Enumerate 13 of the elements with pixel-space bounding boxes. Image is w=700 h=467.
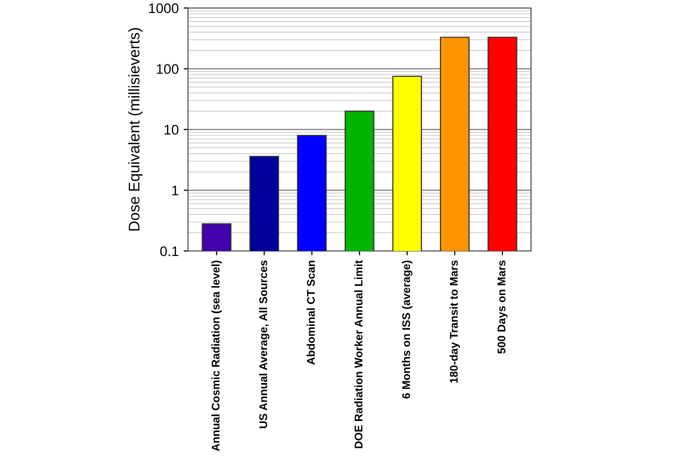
y-tick-label: 10	[164, 124, 178, 135]
x-tick-label: Abdominal CT Scan	[306, 260, 315, 365]
x-tick-label: 6 Months on ISS (average)	[402, 260, 412, 399]
x-tick-label: DOE Radiation Worker Annual Limit	[354, 260, 362, 448]
x-tick-label: Annual Cosmic Radiation (sea level)	[211, 260, 222, 452]
y-tick-label: 1000	[149, 3, 178, 14]
x-tick-label: US Annual Average, All Sources	[259, 260, 270, 428]
y-axis-title: Dose Equivalent (millisieverts)	[128, 28, 143, 231]
y-tick-label: 0.1	[160, 246, 178, 256]
y-tick-label: 1	[172, 186, 178, 196]
x-tick-label: 500 Days on Mars	[498, 260, 508, 354]
x-tick-label: 180-day Transit to Mars	[450, 260, 460, 383]
y-tick-label: 100	[156, 64, 178, 74]
